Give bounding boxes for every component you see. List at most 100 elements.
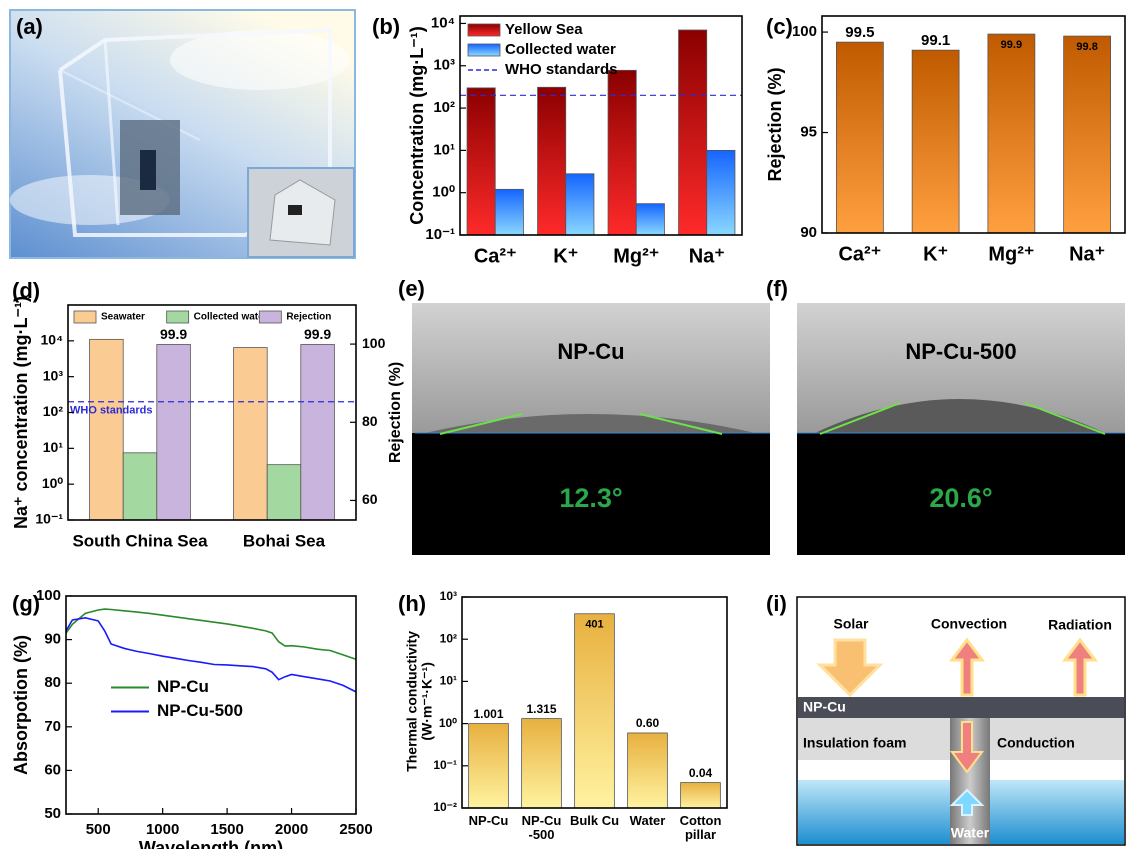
y2-axis-label: Rejection (%) bbox=[387, 362, 404, 463]
bar bbox=[537, 86, 567, 236]
value-label: 401 bbox=[585, 619, 603, 631]
y-tick-label: 10³ bbox=[440, 589, 457, 603]
y-tick-label: 50 bbox=[44, 805, 61, 822]
bar bbox=[680, 782, 721, 809]
x-tick-label: 500 bbox=[86, 821, 111, 838]
y-tick-label: 10⁰ bbox=[439, 716, 457, 730]
bar bbox=[521, 718, 562, 809]
legend-label: WHO standards bbox=[505, 61, 618, 78]
y-tick-label: 60 bbox=[44, 761, 61, 778]
bar bbox=[266, 464, 302, 521]
y-tick-label: 70 bbox=[44, 718, 61, 735]
panel-label: (i) bbox=[766, 591, 787, 616]
x-tick-label: K⁺ bbox=[923, 243, 948, 265]
diagram-label: Solar bbox=[833, 616, 869, 632]
x-tick-label: NP-Cu -500 bbox=[521, 813, 562, 843]
x-tick-label: 2000 bbox=[275, 821, 308, 838]
y-axis-label: Na⁺ concentration (mg·L⁻¹) bbox=[11, 296, 31, 529]
diagram-label: Insulation foam bbox=[803, 735, 906, 751]
x-tick-label: Na⁺ bbox=[689, 245, 725, 267]
x-tick-label: Mg²⁺ bbox=[988, 243, 1034, 265]
bar bbox=[494, 188, 524, 236]
y-tick-label: 10¹ bbox=[433, 141, 455, 158]
diagram-label: Convection bbox=[931, 616, 1007, 632]
panel-label: (b) bbox=[372, 14, 400, 39]
photo-f bbox=[797, 303, 1125, 555]
x-tick-label: South China Sea bbox=[72, 531, 208, 550]
x-tick-label: 2500 bbox=[339, 821, 372, 838]
diagram-label: NP-Cu bbox=[803, 699, 846, 715]
y-tick-label: 10⁰ bbox=[42, 475, 64, 491]
x-tick-label: 1000 bbox=[146, 821, 179, 838]
legend-swatch bbox=[467, 23, 501, 37]
x-tick-label: Ca²⁺ bbox=[474, 245, 517, 267]
x-tick-label: Bulk Cu bbox=[569, 813, 620, 828]
x-tick-label: Bohai Sea bbox=[243, 531, 326, 550]
value-label: 99.9 bbox=[304, 326, 331, 342]
bar bbox=[635, 203, 665, 236]
value-label: 99.8 bbox=[1076, 41, 1097, 53]
legend-swatch bbox=[73, 310, 97, 324]
value-label: 99.9 bbox=[1001, 39, 1022, 51]
bar bbox=[574, 613, 615, 809]
bar bbox=[89, 338, 124, 521]
y-tick-label: 10¹ bbox=[440, 674, 457, 688]
bar bbox=[1063, 35, 1112, 234]
y-tick-label: 80 bbox=[44, 674, 61, 691]
x-tick-label: Na⁺ bbox=[1069, 243, 1105, 265]
plot-frame bbox=[821, 15, 1126, 234]
panel-label: (g) bbox=[12, 591, 40, 616]
y-tick-label: 10² bbox=[440, 631, 457, 645]
y-tick-label: 10⁻¹ bbox=[35, 511, 63, 527]
bar bbox=[233, 347, 268, 521]
x-axis-label: Wavelength (nm) bbox=[139, 838, 283, 849]
legend-swatch bbox=[467, 43, 501, 57]
x-tick-label: K⁺ bbox=[553, 245, 578, 267]
line-series bbox=[65, 608, 357, 660]
legend-label: NP-Cu bbox=[157, 677, 209, 696]
line-series bbox=[65, 616, 357, 693]
value-label: 99.1 bbox=[921, 32, 950, 49]
y-tick-label: 10³ bbox=[433, 57, 455, 74]
x-tick-label: Cotton pillar bbox=[679, 813, 722, 843]
y-tick-label: 10² bbox=[433, 99, 455, 116]
bar bbox=[156, 344, 191, 521]
photo-title: NP-Cu-500 bbox=[905, 339, 1016, 364]
diagram bbox=[796, 596, 1126, 846]
y2-tick-label: 100 bbox=[362, 335, 386, 351]
bar bbox=[122, 452, 158, 521]
panel-label: (c) bbox=[766, 14, 793, 39]
bar bbox=[627, 732, 668, 809]
y-axis-label: Thermal conductivity (W·m⁻¹·K⁻¹) bbox=[403, 630, 435, 772]
bar bbox=[706, 149, 736, 236]
panel-label: (e) bbox=[398, 276, 425, 301]
x-tick-label: Ca²⁺ bbox=[838, 243, 881, 265]
bar bbox=[468, 723, 509, 809]
y-tick-label: 100 bbox=[36, 587, 61, 604]
x-tick-label: Water bbox=[629, 813, 666, 828]
photo-e bbox=[412, 303, 770, 555]
contact-angle: 20.6° bbox=[929, 483, 992, 513]
contact-angle: 12.3° bbox=[559, 483, 622, 513]
plot-frame bbox=[461, 596, 728, 809]
legend-label: Collected water bbox=[194, 312, 268, 323]
legend-swatch bbox=[258, 310, 282, 324]
y2-tick-label: 60 bbox=[362, 491, 378, 507]
x-tick-label: Mg²⁺ bbox=[613, 245, 659, 267]
y-tick-label: 10³ bbox=[43, 367, 64, 383]
value-label: 1.315 bbox=[526, 702, 556, 716]
legend-label: Seawater bbox=[101, 312, 145, 323]
legend-label: NP-Cu-500 bbox=[157, 701, 243, 720]
bar bbox=[300, 344, 335, 521]
y-tick-label: 100 bbox=[792, 23, 817, 40]
bar bbox=[678, 29, 708, 236]
y-tick-label: 95 bbox=[800, 124, 817, 141]
bar bbox=[987, 33, 1036, 234]
diagram-label: Water bbox=[951, 825, 990, 841]
value-label: 0.60 bbox=[636, 716, 660, 730]
bar bbox=[835, 41, 884, 234]
y-axis-label: Concentration (mg·L⁻¹) bbox=[407, 26, 427, 224]
bar bbox=[565, 173, 595, 236]
